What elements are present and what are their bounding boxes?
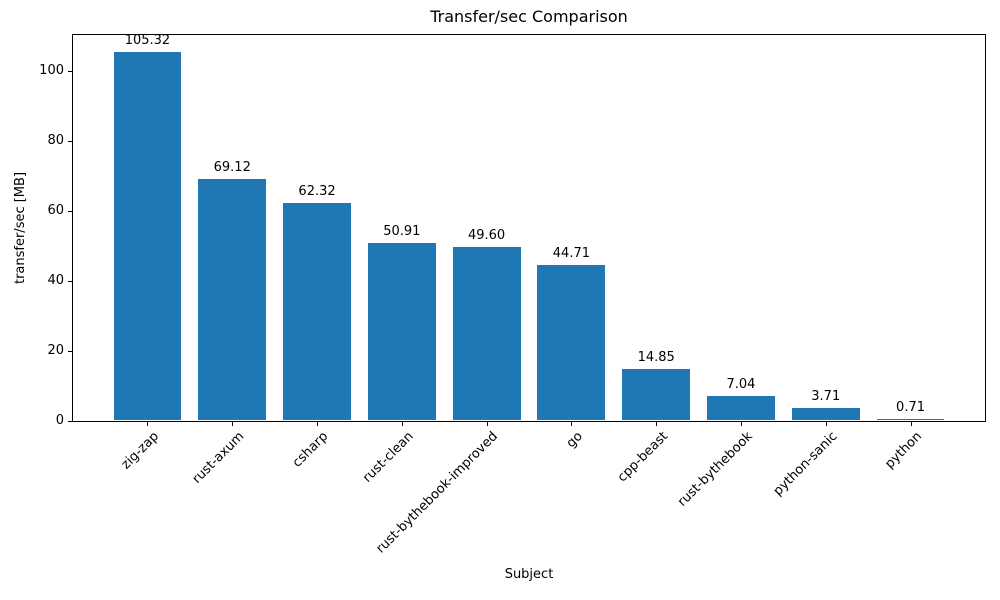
x-tick-mark <box>401 422 403 426</box>
y-axis-title: transfer/sec [MB] <box>13 171 28 285</box>
x-tick-label: rust-axum <box>189 429 247 487</box>
x-tick-mark <box>910 422 912 426</box>
y-tick-label: 0 <box>55 413 64 428</box>
bar-value-label: 105.32 <box>124 33 171 49</box>
y-tick-mark <box>68 70 72 72</box>
bar-value-label: 50.91 <box>383 223 421 239</box>
bar-value-label: 0.71 <box>896 399 925 415</box>
x-tick-label: rust-clean <box>359 429 417 486</box>
bar-value-label: 3.71 <box>811 389 841 405</box>
bar-python <box>876 418 945 420</box>
x-tick-label: python-sanic <box>770 429 841 499</box>
bar-rust-bythebook <box>707 396 775 420</box>
bar-value-label: 7.04 <box>726 377 756 393</box>
bar-value-label: 62.32 <box>298 183 336 199</box>
bar-python-sanic <box>791 408 860 420</box>
y-tick-label: 60 <box>47 203 64 219</box>
x-tick-label: go <box>563 429 587 452</box>
bar-value-label: 44.71 <box>552 245 590 261</box>
x-tick-mark <box>656 422 658 426</box>
y-tick-label: 40 <box>47 273 64 289</box>
bar-value-label: 69.12 <box>213 160 251 176</box>
x-tick-mark <box>232 422 234 426</box>
x-tick-label: rust-bythebook <box>674 429 756 510</box>
x-tick-label: python <box>882 429 926 472</box>
y-tick-mark <box>68 140 72 142</box>
y-tick-mark <box>68 350 72 352</box>
x-tick-mark <box>486 422 488 426</box>
x-tick-label: cpp-beast <box>614 429 671 486</box>
bar-zig-zap <box>113 52 182 420</box>
y-tick-label: 20 <box>47 343 64 358</box>
y-tick-mark <box>68 420 72 422</box>
chart-title: Transfer/sec Comparison <box>430 7 628 26</box>
x-tick-mark <box>825 422 827 426</box>
y-tick-mark <box>68 280 72 282</box>
bar-rust-clean <box>367 242 436 420</box>
x-tick-mark <box>740 422 742 426</box>
bar-cpp-beast <box>622 369 691 420</box>
y-tick-mark <box>68 210 72 212</box>
x-tick-mark <box>317 422 319 426</box>
bar-value-label: 49.60 <box>467 228 506 244</box>
x-tick-label: zig-zap <box>118 429 163 473</box>
bar-csharp <box>283 202 351 420</box>
x-tick-mark <box>147 422 149 426</box>
x-axis-title: Subject <box>504 567 554 582</box>
bar-rust-axum <box>198 179 267 420</box>
bar-rust-bythebook-improved <box>452 247 521 420</box>
bar-go <box>537 264 606 420</box>
x-tick-mark <box>571 422 573 426</box>
bar-value-label: 14.85 <box>637 350 675 366</box>
y-tick-label: 100 <box>39 63 64 79</box>
x-tick-label: csharp <box>290 429 332 471</box>
y-tick-label: 80 <box>47 133 64 149</box>
